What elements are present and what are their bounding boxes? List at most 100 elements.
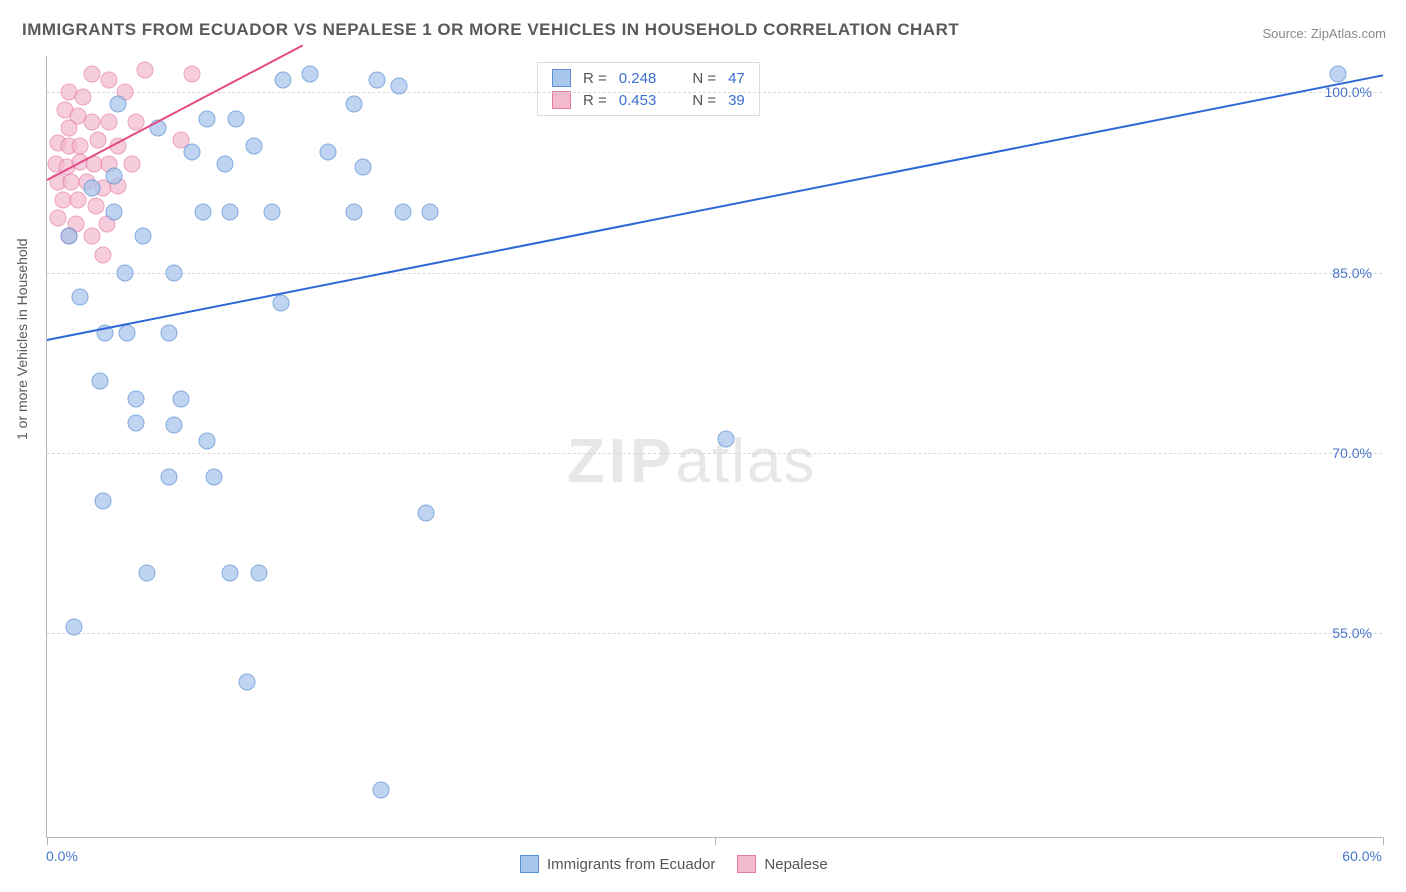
nepalese-point <box>94 246 111 263</box>
x-tick <box>1383 837 1384 845</box>
ecuador-point <box>250 565 267 582</box>
x-tick-label: 60.0% <box>1342 848 1382 864</box>
legend-label: Immigrants from Ecuador <box>547 856 715 873</box>
ecuador-point <box>105 168 122 185</box>
ecuador-point <box>275 72 292 89</box>
ecuador-point <box>246 138 263 155</box>
legend-swatch <box>737 855 756 873</box>
nepalese-point <box>83 66 100 83</box>
nepalese-point <box>70 192 87 209</box>
ecuador-point <box>421 204 438 221</box>
nepalese-point <box>101 114 118 131</box>
ecuador-point <box>228 110 245 127</box>
ecuador-point <box>368 72 385 89</box>
ecuador-point <box>217 156 234 173</box>
legend-item: Nepalese <box>737 855 827 873</box>
n-label: N = <box>692 70 716 87</box>
ecuador-point <box>139 565 156 582</box>
nepalese-point <box>74 88 91 105</box>
ecuador-point <box>194 204 211 221</box>
ecuador-point <box>94 493 111 510</box>
ecuador-point <box>417 505 434 522</box>
nepalese-point <box>101 72 118 89</box>
ecuador-point <box>239 673 256 690</box>
y-tick-label: 55.0% <box>1332 625 1372 641</box>
nepalese-point <box>183 66 200 83</box>
ecuador-point <box>128 390 145 407</box>
ecuador-point <box>395 204 412 221</box>
scatter-plot-area: ZIPatlas R =0.248N =47R =0.453N =39 100.… <box>46 56 1382 838</box>
ecuador-point <box>172 390 189 407</box>
ecuador-point <box>206 469 223 486</box>
ecuador-point <box>718 430 735 447</box>
ecuador-point <box>119 324 136 341</box>
nepalese-point <box>90 132 107 149</box>
ecuador-point <box>92 372 109 389</box>
source-attribution: Source: ZipAtlas.com <box>1262 26 1386 41</box>
nepalese-point <box>72 138 89 155</box>
nepalese-point <box>61 120 78 137</box>
ecuador-point <box>373 781 390 798</box>
nepalese-point <box>83 114 100 131</box>
x-tick-label: 0.0% <box>46 848 78 864</box>
y-tick-label: 85.0% <box>1332 265 1372 281</box>
ecuador-point <box>65 619 82 636</box>
ecuador-point <box>346 204 363 221</box>
r-value: 0.453 <box>619 92 657 109</box>
n-value: 47 <box>728 70 745 87</box>
ecuador-point <box>355 158 372 175</box>
nepalese-point <box>83 228 100 245</box>
y-axis-label: 1 or more Vehicles in Household <box>14 238 30 440</box>
ecuador-point <box>165 417 182 434</box>
n-label: N = <box>692 92 716 109</box>
gridline <box>47 633 1382 634</box>
gridline <box>47 92 1382 93</box>
n-value: 39 <box>728 92 745 109</box>
gridline <box>47 273 1382 274</box>
r-label: R = <box>583 92 607 109</box>
correlation-legend: R =0.248N =47R =0.453N =39 <box>537 62 760 116</box>
y-tick-label: 70.0% <box>1332 445 1372 461</box>
nepalese-point <box>123 156 140 173</box>
nepalese-point <box>63 174 80 191</box>
ecuador-point <box>221 204 238 221</box>
chart-title: IMMIGRANTS FROM ECUADOR VS NEPALESE 1 OR… <box>22 20 959 40</box>
ecuador-point <box>83 180 100 197</box>
watermark: ZIPatlas <box>567 426 816 497</box>
legend-label: Nepalese <box>764 856 827 873</box>
ecuador-point <box>161 469 178 486</box>
ecuador-point <box>1330 66 1347 83</box>
ecuador-point <box>199 110 216 127</box>
nepalese-point <box>50 210 67 227</box>
ecuador-point <box>183 144 200 161</box>
ecuador-point <box>165 264 182 281</box>
ecuador-point <box>110 96 127 113</box>
x-tick <box>715 837 716 845</box>
ecuador-point <box>61 228 78 245</box>
ecuador-point <box>221 565 238 582</box>
x-tick <box>47 837 48 845</box>
legend-item: Immigrants from Ecuador <box>520 855 715 873</box>
legend-swatch <box>552 91 571 109</box>
ecuador-point <box>301 66 318 83</box>
ecuador-point <box>105 204 122 221</box>
series-legend: Immigrants from Ecuador Nepalese <box>520 855 828 873</box>
ecuador-point <box>134 228 151 245</box>
ecuador-point <box>161 324 178 341</box>
ecuador-point <box>272 294 289 311</box>
ecuador-point <box>390 78 407 95</box>
ecuador-point <box>346 96 363 113</box>
nepalese-point <box>87 198 104 215</box>
nepalese-point <box>54 192 71 209</box>
ecuador-point <box>72 288 89 305</box>
legend-row: R =0.248N =47 <box>538 67 759 89</box>
nepalese-point <box>136 62 153 79</box>
legend-swatch <box>552 69 571 87</box>
legend-swatch <box>520 855 539 873</box>
gridline <box>47 453 1382 454</box>
r-label: R = <box>583 70 607 87</box>
ecuador-point <box>263 204 280 221</box>
ecuador-point <box>319 144 336 161</box>
ecuador-point <box>128 414 145 431</box>
ecuador-point <box>116 264 133 281</box>
